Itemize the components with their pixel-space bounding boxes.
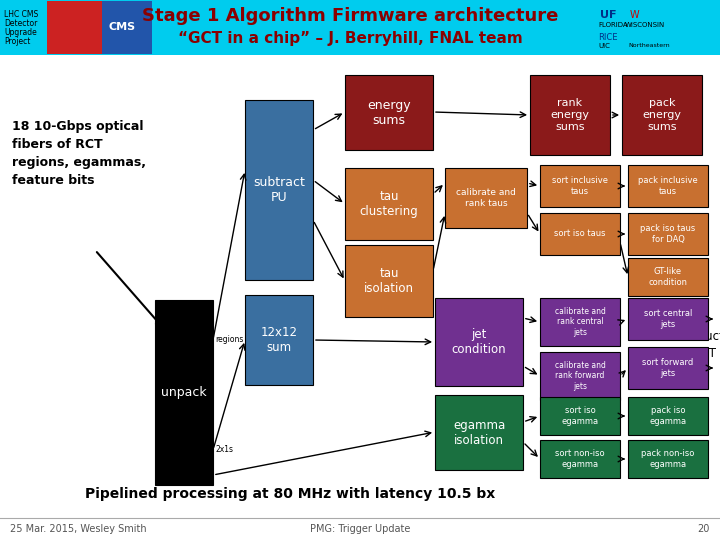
Bar bbox=[0, 0, 720, 55]
Text: Stage 1 Algorithm Firmware architecture: Stage 1 Algorithm Firmware architecture bbox=[142, 7, 558, 25]
Text: 25 Mar. 2015, Wesley Smith: 25 Mar. 2015, Wesley Smith bbox=[10, 524, 147, 534]
Text: “GCT in a chip” – J. Berryhill, FNAL team: “GCT in a chip” – J. Berryhill, FNAL tea… bbox=[178, 30, 523, 45]
Bar bbox=[540, 165, 620, 207]
Text: regions: regions bbox=[215, 335, 243, 345]
Bar bbox=[540, 213, 620, 255]
Text: sort iso taus: sort iso taus bbox=[554, 230, 606, 239]
Text: 18 10-Gbps optical
fibers of RCT
regions, egammas,
feature bits: 18 10-Gbps optical fibers of RCT regions… bbox=[12, 120, 146, 187]
Text: Pipelined processing at 80 MHz with latency 10.5 bx: Pipelined processing at 80 MHz with late… bbox=[85, 487, 495, 501]
Text: sort inclusive
taus: sort inclusive taus bbox=[552, 176, 608, 195]
Text: pack non-iso
egamma: pack non-iso egamma bbox=[642, 449, 695, 469]
Bar bbox=[435, 298, 523, 386]
Text: pack iso
egamma: pack iso egamma bbox=[649, 406, 687, 426]
Text: rank
energy
sums: rank energy sums bbox=[551, 98, 590, 132]
Text: RICE: RICE bbox=[598, 33, 618, 42]
Text: calibrate and
rank central
jets: calibrate and rank central jets bbox=[554, 307, 606, 337]
Text: jet
condition: jet condition bbox=[451, 328, 506, 356]
Bar bbox=[628, 440, 708, 478]
Bar bbox=[102, 1, 152, 54]
Text: WISCONSIN: WISCONSIN bbox=[625, 22, 665, 28]
Bar bbox=[345, 245, 433, 317]
Text: tau
clustering: tau clustering bbox=[359, 190, 418, 218]
Text: 20: 20 bbox=[698, 524, 710, 534]
Bar bbox=[540, 397, 620, 435]
Bar bbox=[245, 295, 313, 385]
Bar bbox=[628, 397, 708, 435]
Text: FLORIDA: FLORIDA bbox=[598, 22, 628, 28]
Text: CMS: CMS bbox=[109, 22, 135, 32]
Bar bbox=[628, 213, 708, 255]
Text: pack
energy
sums: pack energy sums bbox=[642, 98, 682, 132]
Text: calibrate and
rank taus: calibrate and rank taus bbox=[456, 188, 516, 208]
Bar bbox=[540, 440, 620, 478]
Bar bbox=[445, 168, 527, 228]
Bar bbox=[540, 352, 620, 400]
Bar bbox=[47, 1, 102, 54]
Text: LHC CMS: LHC CMS bbox=[4, 10, 38, 19]
Bar bbox=[628, 298, 708, 340]
Bar bbox=[345, 168, 433, 240]
Text: Northeastern: Northeastern bbox=[628, 43, 670, 48]
Text: Products
for GT and
DAQ: Products for GT and DAQ bbox=[680, 330, 720, 377]
Text: UIC: UIC bbox=[598, 43, 610, 49]
Bar bbox=[155, 300, 213, 485]
Text: 2x1s: 2x1s bbox=[215, 446, 233, 455]
Text: energy
sums: energy sums bbox=[367, 98, 411, 126]
Text: pack iso taus
for DAQ: pack iso taus for DAQ bbox=[640, 224, 696, 244]
Bar bbox=[628, 258, 708, 296]
Bar bbox=[47, 1, 152, 54]
Bar bbox=[622, 75, 702, 155]
Text: pack inclusive
taus: pack inclusive taus bbox=[638, 176, 698, 195]
Bar bbox=[345, 75, 433, 150]
Text: sort central
jets: sort central jets bbox=[644, 309, 692, 329]
Bar bbox=[435, 395, 523, 470]
Text: calibrate and
rank forward
jets: calibrate and rank forward jets bbox=[554, 361, 606, 391]
Text: W: W bbox=[630, 10, 639, 20]
Text: sort forward
jets: sort forward jets bbox=[642, 359, 693, 377]
Text: Upgrade: Upgrade bbox=[4, 28, 37, 37]
Text: unpack: unpack bbox=[161, 386, 207, 399]
Text: subtract
PU: subtract PU bbox=[253, 176, 305, 204]
Bar bbox=[628, 165, 708, 207]
Text: Project: Project bbox=[4, 37, 30, 46]
Bar bbox=[245, 100, 313, 280]
Text: UF: UF bbox=[600, 10, 616, 20]
Text: PMG: Trigger Update: PMG: Trigger Update bbox=[310, 524, 410, 534]
Text: egamma
isolation: egamma isolation bbox=[453, 418, 505, 447]
Bar bbox=[540, 298, 620, 346]
Text: 12x12
sum: 12x12 sum bbox=[261, 326, 297, 354]
Text: Detector: Detector bbox=[4, 19, 37, 28]
Text: GT-like
condition: GT-like condition bbox=[649, 267, 688, 287]
Bar bbox=[628, 347, 708, 389]
Text: sort non-iso
egamma: sort non-iso egamma bbox=[555, 449, 605, 469]
Text: tau
isolation: tau isolation bbox=[364, 267, 414, 295]
Bar bbox=[530, 75, 610, 155]
Text: sort iso
egamma: sort iso egamma bbox=[562, 406, 598, 426]
